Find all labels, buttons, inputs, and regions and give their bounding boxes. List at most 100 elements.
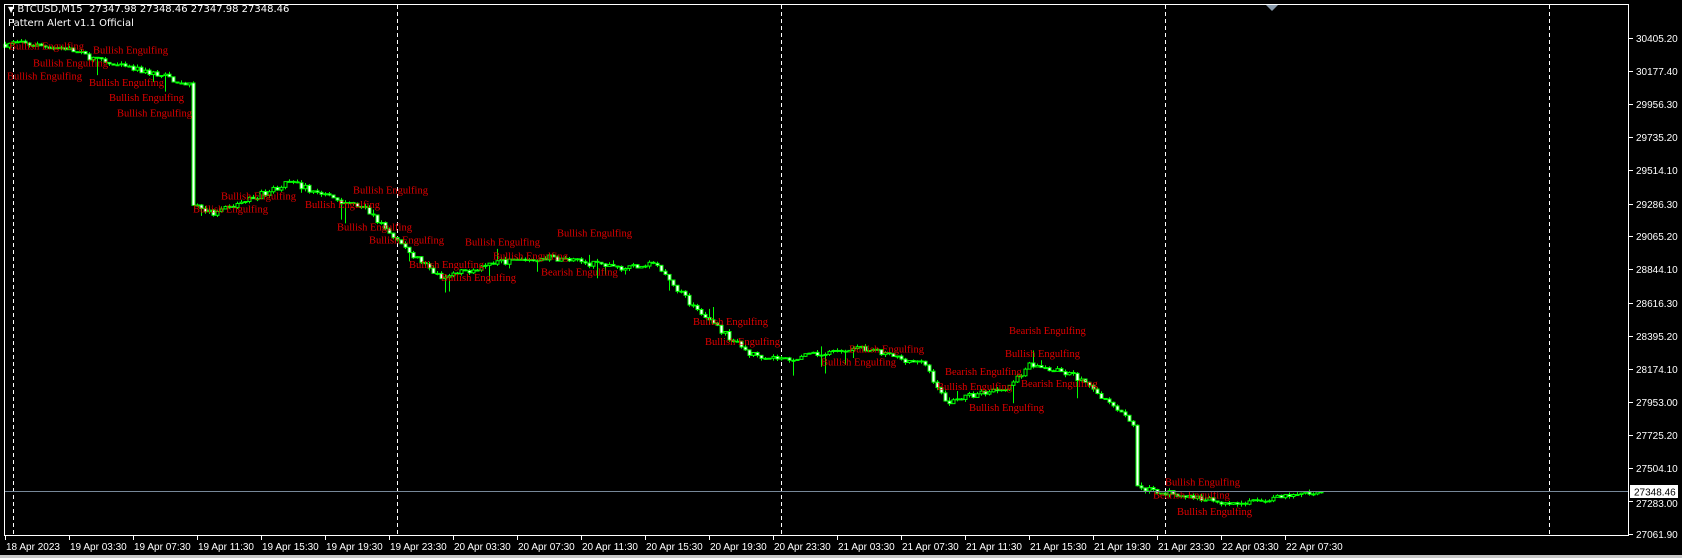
bull-candle-body bbox=[735, 340, 740, 343]
bear-candle-body bbox=[371, 213, 376, 216]
bull-candle-body bbox=[443, 276, 448, 280]
bull-candle-body bbox=[527, 259, 532, 262]
bull-candle-body bbox=[907, 360, 912, 363]
bull-candle-body bbox=[643, 265, 648, 268]
bear-candle-body bbox=[1235, 502, 1240, 505]
bear-candle-body bbox=[1103, 397, 1108, 400]
bear-candle-body bbox=[295, 181, 300, 184]
bull-candle-body bbox=[571, 258, 576, 262]
bear-candle-body bbox=[603, 263, 608, 267]
bull-candle-body bbox=[1251, 499, 1256, 502]
collapse-triangle-icon[interactable]: ▼ bbox=[8, 5, 15, 14]
bear-candle-body bbox=[307, 184, 312, 193]
bear-candle-body bbox=[563, 257, 568, 260]
bull-candle-body bbox=[631, 264, 636, 267]
bull-candle-body bbox=[955, 398, 960, 401]
time-tick-label: 21 Apr 07:30 bbox=[902, 542, 959, 553]
pattern-annotations: Bullish Engulfing Bullish Engulfing Bullis… bbox=[7, 41, 1253, 517]
bull-candle-body bbox=[623, 267, 628, 271]
bull-candle-body bbox=[451, 272, 456, 277]
bull-candle-body bbox=[519, 258, 524, 261]
bear-candle-body bbox=[887, 352, 892, 355]
bull-candle-body bbox=[1187, 494, 1192, 498]
bear-candle-body bbox=[1307, 491, 1312, 495]
bull-candle-body bbox=[67, 47, 72, 51]
bear-candle-body bbox=[203, 207, 208, 213]
bear-candle-body bbox=[71, 47, 76, 53]
bear-candle-body bbox=[791, 359, 796, 362]
bear-candle-body bbox=[655, 262, 660, 266]
bear-candle-body bbox=[211, 209, 216, 216]
bear-candle-body bbox=[43, 45, 48, 48]
bull-candle-body bbox=[751, 351, 756, 356]
bull-candle-body bbox=[779, 357, 784, 360]
time-tick-label: 19 Apr 23:30 bbox=[390, 542, 447, 553]
bear-candle-body bbox=[583, 261, 588, 264]
bear-candle-body bbox=[863, 345, 868, 352]
period-separators bbox=[13, 5, 1550, 535]
price-axis: 30405.20 29956.30 29735.20 29514.10 29286.30… bbox=[1629, 34, 1678, 541]
bull-candle-body bbox=[1315, 491, 1320, 495]
bear-candle-body bbox=[703, 313, 708, 319]
time-tick-label: 20 Apr 15:30 bbox=[646, 542, 703, 553]
bull-candle-body bbox=[607, 263, 612, 267]
bull-candle-body bbox=[987, 391, 992, 395]
bear-candle-body bbox=[663, 270, 668, 275]
bull-candle-body bbox=[447, 275, 452, 278]
pattern-label: Bearish Engulfing bbox=[541, 268, 618, 279]
bull-candle-body bbox=[115, 64, 120, 67]
bear-candle-body bbox=[531, 259, 536, 262]
bull-candle-body bbox=[895, 355, 900, 358]
bear-candle-body bbox=[407, 246, 412, 254]
bear-candle-body bbox=[635, 264, 640, 269]
bear-candle-body bbox=[1191, 494, 1196, 499]
bear-candle-body bbox=[731, 339, 736, 343]
time-tick-label: 20 Apr 23:30 bbox=[774, 542, 831, 553]
bear-candle-body bbox=[1123, 411, 1128, 416]
bull-candle-body bbox=[967, 393, 972, 396]
bear-candle-body bbox=[231, 205, 236, 209]
pattern-label: Bullish Engulfing bbox=[7, 71, 83, 82]
bear-candle-body bbox=[1047, 367, 1052, 372]
bear-candle-body bbox=[95, 56, 100, 59]
bear-candle-body bbox=[759, 354, 764, 359]
time-tick-label: 19 Apr 11:30 bbox=[198, 542, 254, 553]
bull-candle-body bbox=[847, 349, 852, 353]
pattern-label: Bearish Engulfing bbox=[945, 367, 1022, 378]
bear-candle-body bbox=[1279, 494, 1284, 499]
bear-candle-body bbox=[191, 82, 196, 206]
bull-candle-body bbox=[135, 66, 140, 71]
bear-candle-body bbox=[1039, 365, 1044, 369]
bull-candle-body bbox=[19, 40, 24, 43]
bear-candle-body bbox=[911, 360, 916, 363]
bull-candle-body bbox=[235, 202, 240, 209]
bull-candle-body bbox=[499, 258, 504, 262]
bear-candle-body bbox=[1071, 371, 1076, 374]
bear-candle-body bbox=[391, 232, 396, 239]
bear-candle-body bbox=[175, 81, 180, 84]
pattern-label: Bullish Engulfing bbox=[705, 337, 781, 348]
bull-candle-body bbox=[1011, 381, 1016, 386]
bear-candle-body bbox=[335, 197, 340, 201]
bear-candle-body bbox=[1075, 372, 1080, 382]
bear-candle-body bbox=[695, 304, 700, 311]
bull-candle-body bbox=[51, 47, 56, 50]
bear-candle-body bbox=[615, 265, 620, 268]
bull-candle-body bbox=[1055, 368, 1060, 372]
bear-candle-body bbox=[107, 61, 112, 65]
bull-candle-body bbox=[951, 399, 956, 405]
bull-candle-body bbox=[311, 190, 316, 193]
pattern-label: Bullish Engulfing bbox=[465, 237, 541, 248]
bull-candle-body bbox=[1159, 492, 1164, 495]
bear-candle-body bbox=[1043, 367, 1048, 370]
bear-candle-body bbox=[611, 263, 616, 267]
bull-candle-body bbox=[1179, 495, 1184, 498]
bear-candle-body bbox=[935, 381, 940, 389]
bull-candle-body bbox=[627, 265, 632, 269]
bull-candle-body bbox=[219, 208, 224, 212]
bear-candle-body bbox=[1083, 378, 1088, 383]
chart-shift-marker[interactable] bbox=[1266, 5, 1278, 11]
bear-candle-body bbox=[167, 73, 172, 78]
bear-candle-body bbox=[671, 279, 676, 286]
